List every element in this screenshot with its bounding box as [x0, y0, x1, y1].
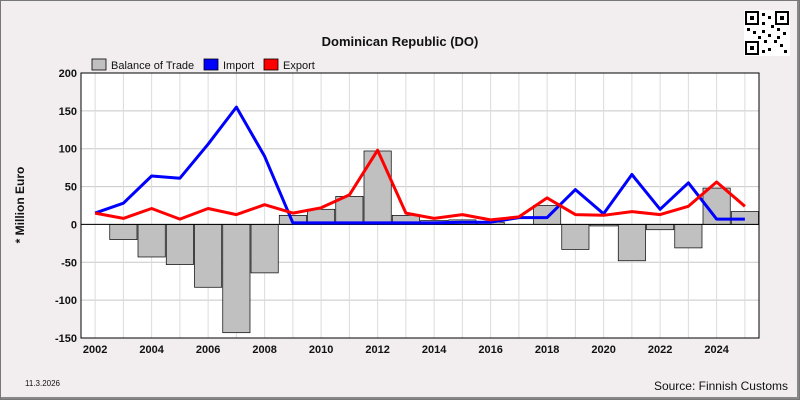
x-tick-label: 2022 [648, 344, 672, 356]
balance-bar [335, 196, 364, 225]
x-tick-label: 2012 [365, 344, 389, 356]
y-tick-label: 200 [59, 68, 77, 80]
balance-bar [617, 224, 646, 262]
import-line [94, 105, 745, 225]
x-tick-label: 2008 [252, 344, 276, 356]
x-tick-label: 2004 [139, 344, 164, 356]
y-tick-label: 150 [59, 106, 77, 118]
y-tick-label: 50 [65, 182, 77, 194]
plot-border [80, 72, 760, 339]
balance-bar [222, 224, 251, 334]
source-note: Source: Finnish Customs [653, 379, 788, 393]
balance-bar [646, 224, 675, 231]
x-tick-label: 2020 [591, 344, 615, 356]
balance-bar [250, 224, 279, 274]
x-tick-label: 2002 [83, 344, 107, 356]
export-line [94, 148, 746, 222]
balance-bar [674, 224, 703, 249]
balance-bar [165, 224, 194, 265]
plot-area [80, 72, 760, 339]
legend-label: Balance of Trade [111, 60, 194, 72]
x-tick-label: 2006 [196, 344, 220, 356]
balance-bar [109, 224, 138, 240]
legend-swatch [91, 58, 107, 71]
balance-bar [561, 224, 590, 250]
legend-swatch [263, 58, 279, 71]
balance-bar [363, 150, 392, 225]
x-tick-label: 2016 [478, 344, 502, 356]
balance-bar [194, 224, 223, 288]
y-tick-label: -50 [61, 257, 77, 269]
y-tick-label: -100 [55, 295, 77, 307]
balance-bar [137, 224, 166, 258]
legend-swatch [203, 58, 219, 71]
date-stamp: 11.3.2026 [25, 379, 60, 388]
y-tick-label: 100 [59, 144, 77, 156]
legend-label: Export [283, 60, 315, 72]
chart-title: Dominican Republic (DO) [321, 34, 479, 49]
x-tick-label: 2024 [704, 344, 729, 356]
y-tick-label: -150 [55, 333, 77, 345]
y-tick-label: 0 [71, 219, 77, 231]
qr-code-icon [744, 10, 790, 56]
legend-label: Import [223, 60, 254, 72]
x-tick-label: 2010 [309, 344, 333, 356]
x-tick-label: 2018 [535, 344, 559, 356]
x-tick-label: 2014 [422, 344, 447, 356]
